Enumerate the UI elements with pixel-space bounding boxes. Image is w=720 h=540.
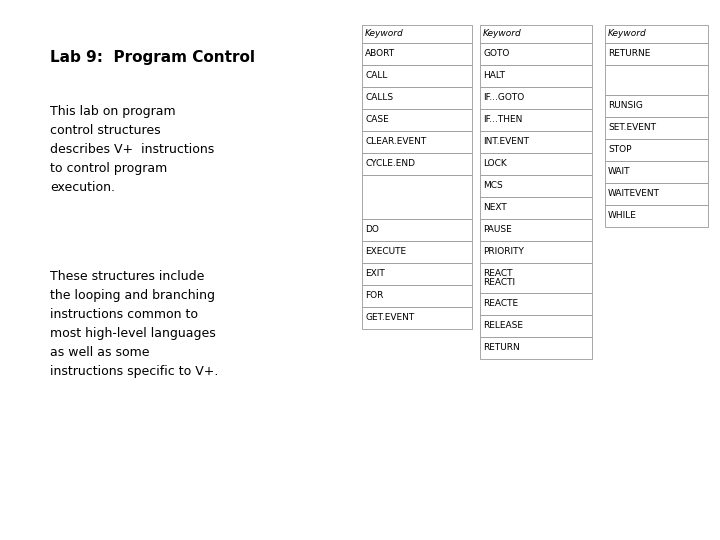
Text: GET.EVENT: GET.EVENT — [365, 314, 414, 322]
Text: INT.EVENT: INT.EVENT — [483, 138, 529, 146]
Text: REACTE: REACTE — [483, 300, 518, 308]
Text: RETURN: RETURN — [483, 343, 520, 353]
Bar — [362, 43, 472, 65]
Text: CALLS: CALLS — [365, 93, 393, 103]
Bar — [362, 307, 472, 329]
Bar — [605, 117, 708, 139]
Bar — [362, 25, 472, 43]
Text: RELEASE: RELEASE — [483, 321, 523, 330]
Text: Keyword: Keyword — [365, 30, 404, 38]
Bar — [480, 175, 592, 197]
Text: SET.EVENT: SET.EVENT — [608, 124, 656, 132]
Bar — [362, 241, 472, 263]
Text: DO: DO — [365, 226, 379, 234]
Text: These structures include
the looping and branching
instructions common to
most h: These structures include the looping and… — [50, 270, 218, 378]
Bar — [605, 25, 708, 43]
Bar — [605, 95, 708, 117]
Text: CALL: CALL — [365, 71, 387, 80]
Bar — [362, 285, 472, 307]
Text: REACT
REACTI: REACT REACTI — [483, 268, 515, 287]
Text: EXIT: EXIT — [365, 269, 384, 279]
Bar — [605, 161, 708, 183]
Text: Lab 9:  Program Control: Lab 9: Program Control — [50, 50, 255, 65]
Text: IF...GOTO: IF...GOTO — [483, 93, 524, 103]
Text: PAUSE: PAUSE — [483, 226, 512, 234]
Bar — [362, 131, 472, 153]
Text: WAIT: WAIT — [608, 167, 631, 177]
Text: STOP: STOP — [608, 145, 631, 154]
Bar — [362, 109, 472, 131]
Bar — [362, 219, 472, 241]
Bar — [480, 109, 592, 131]
Bar — [480, 153, 592, 175]
Text: Keyword: Keyword — [608, 30, 647, 38]
Bar — [605, 65, 708, 95]
Bar — [480, 43, 592, 65]
Text: PRIORITY: PRIORITY — [483, 247, 524, 256]
Text: EXECUTE: EXECUTE — [365, 247, 406, 256]
Bar — [480, 87, 592, 109]
Text: ABORT: ABORT — [365, 50, 395, 58]
Bar — [480, 293, 592, 315]
Text: MCS: MCS — [483, 181, 503, 191]
Text: GOTO: GOTO — [483, 50, 509, 58]
Text: FOR: FOR — [365, 292, 383, 300]
Text: HALT: HALT — [483, 71, 505, 80]
Text: CLEAR.EVENT: CLEAR.EVENT — [365, 138, 426, 146]
Bar — [480, 219, 592, 241]
Text: WHILE: WHILE — [608, 212, 637, 220]
Bar — [362, 153, 472, 175]
Text: NEXT: NEXT — [483, 204, 507, 213]
Bar — [605, 205, 708, 227]
Bar — [480, 337, 592, 359]
Bar — [480, 315, 592, 337]
Bar — [362, 87, 472, 109]
Text: CYCLE.END: CYCLE.END — [365, 159, 415, 168]
Text: RUNSIG: RUNSIG — [608, 102, 643, 111]
Text: LOCK: LOCK — [483, 159, 507, 168]
Bar — [362, 175, 472, 219]
Text: CASE: CASE — [365, 116, 389, 125]
Bar — [362, 263, 472, 285]
Bar — [605, 139, 708, 161]
Bar — [605, 43, 708, 65]
Text: WAITEVENT: WAITEVENT — [608, 190, 660, 199]
Bar — [480, 65, 592, 87]
Text: RETURNE: RETURNE — [608, 50, 650, 58]
Bar — [480, 263, 592, 293]
Text: Keyword: Keyword — [483, 30, 522, 38]
Text: This lab on program
control structures
describes V+  instructions
to control pro: This lab on program control structures d… — [50, 105, 215, 194]
Bar — [480, 197, 592, 219]
Bar — [480, 25, 592, 43]
Bar — [362, 65, 472, 87]
Text: IF...THEN: IF...THEN — [483, 116, 523, 125]
Bar — [605, 183, 708, 205]
Bar — [480, 131, 592, 153]
Bar — [480, 241, 592, 263]
